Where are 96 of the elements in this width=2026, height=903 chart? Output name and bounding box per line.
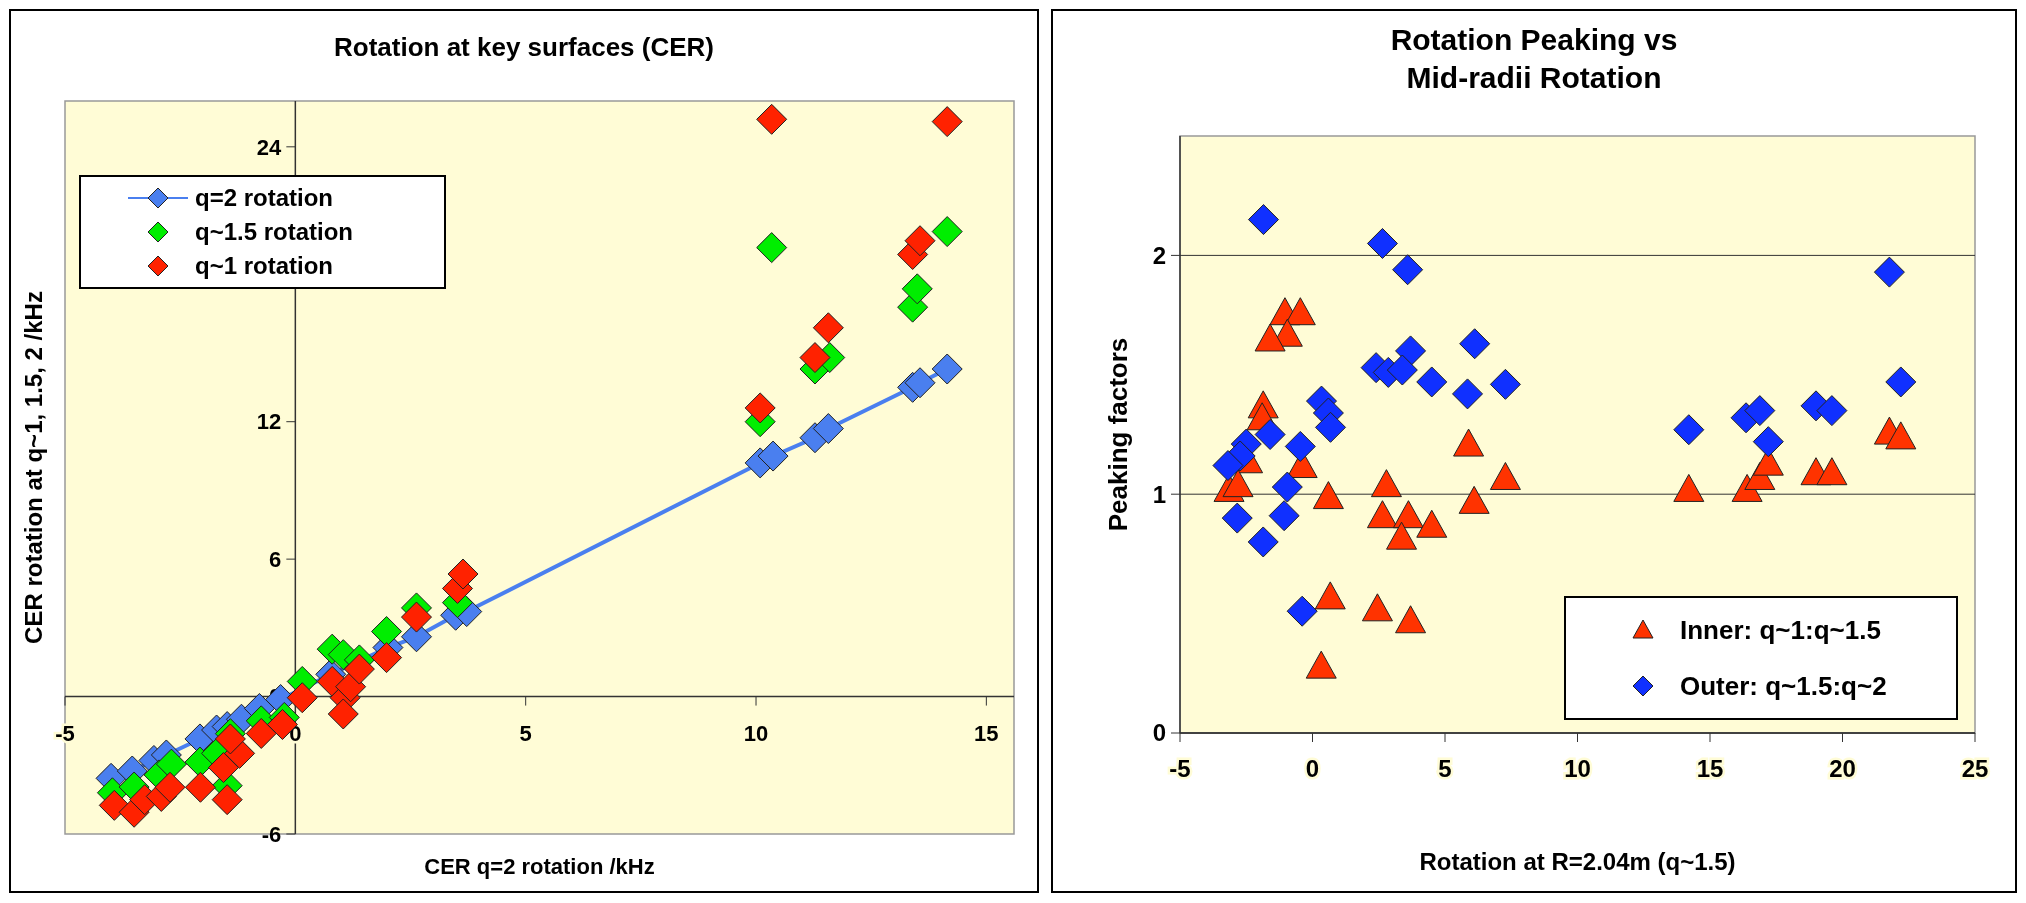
point [1752, 426, 1784, 458]
point [1314, 581, 1346, 610]
point [286, 682, 318, 714]
point [756, 103, 788, 135]
point [756, 232, 788, 264]
x-tick-label: 15 [974, 720, 999, 746]
point [327, 698, 359, 730]
point [1452, 378, 1484, 410]
point [799, 342, 831, 374]
point [1458, 485, 1490, 514]
point [1816, 395, 1848, 427]
point [184, 771, 216, 803]
point [1286, 595, 1318, 627]
legend-label: Outer: q~1.5:q~2 [1680, 671, 1887, 702]
point [211, 784, 243, 816]
point [1221, 502, 1253, 534]
point [931, 216, 963, 248]
point [1312, 481, 1344, 510]
y-tick-label: 1 [1152, 480, 1166, 508]
point [1489, 461, 1521, 490]
point [1453, 428, 1485, 457]
point [1416, 366, 1448, 398]
point [1816, 457, 1848, 486]
point [757, 440, 789, 472]
y-tick-label: 12 [256, 409, 282, 435]
point [1673, 414, 1705, 446]
point [1744, 395, 1776, 427]
point [901, 273, 933, 305]
chart-title: Rotation at key surfaces (CER) [334, 32, 714, 62]
point [1673, 473, 1705, 502]
x-tick-label: 20 [1829, 755, 1856, 782]
point [1271, 471, 1303, 503]
point [1386, 354, 1418, 386]
point [1459, 328, 1491, 360]
point [447, 558, 479, 590]
point [1247, 526, 1279, 558]
y-tick-label: 6 [269, 546, 282, 572]
x-axis-title: Rotation at R=2.04m (q~1.5) [1419, 848, 1736, 875]
point [744, 392, 776, 424]
point [812, 413, 844, 445]
point [931, 353, 963, 385]
point [1873, 256, 1905, 288]
x-tick-label: 5 [1438, 755, 1452, 782]
y-tick-label: 2 [1152, 241, 1166, 269]
x-tick-label: -5 [55, 720, 75, 746]
x-tick-label: -5 [1169, 755, 1191, 782]
point [154, 771, 186, 803]
point [1370, 469, 1402, 498]
x-tick-label: 10 [743, 720, 769, 746]
x-tick-label: 25 [1961, 755, 1989, 782]
legend-label: q~1.5 rotation [195, 218, 354, 246]
chart-title: Rotation Peaking vs Mid-radii Rotation [1390, 23, 1678, 94]
point [1315, 411, 1347, 443]
point [812, 312, 844, 344]
point [343, 653, 375, 685]
point [1366, 500, 1398, 529]
point [1361, 593, 1393, 622]
point [335, 671, 367, 703]
x-tick-label: 5 [519, 720, 532, 746]
point [401, 601, 432, 633]
point [1305, 650, 1337, 679]
y-axis-title: Peaking factors [1103, 337, 1134, 532]
point [904, 367, 936, 399]
point [904, 225, 936, 257]
point [1212, 450, 1244, 482]
x-tick-label: 10 [1564, 755, 1591, 782]
point [1268, 500, 1300, 532]
point [1885, 366, 1917, 398]
point [1284, 430, 1316, 462]
point [1885, 421, 1917, 450]
legend-label: q=2 rotation [195, 184, 334, 212]
x-tick-label: 15 [1696, 755, 1724, 782]
legend-label: q~1 rotation [195, 252, 334, 280]
point [1254, 323, 1286, 352]
y-tick-label: 24 [256, 134, 283, 160]
point [1392, 500, 1424, 529]
point [1254, 419, 1286, 450]
point [1395, 605, 1427, 634]
y-tick-label: -6 [261, 821, 282, 847]
x-axis-title: CER q=2 rotation /kHz [424, 854, 655, 879]
point [1395, 335, 1427, 367]
point [371, 642, 403, 674]
point [1247, 204, 1279, 236]
point [245, 717, 277, 749]
x-tick-label: 0 [1305, 755, 1320, 782]
point [1386, 521, 1418, 550]
legend-label: Inner: q~1:q~1.5 [1680, 615, 1881, 646]
point [207, 752, 239, 784]
point [1366, 227, 1398, 259]
point [1416, 509, 1448, 538]
point [98, 789, 130, 821]
point [1392, 254, 1424, 286]
y-axis-title: CER rotation at q~1, 1.5, 2 /kHz [20, 291, 48, 644]
point [931, 106, 963, 138]
point [1222, 469, 1254, 498]
point [1489, 368, 1521, 400]
